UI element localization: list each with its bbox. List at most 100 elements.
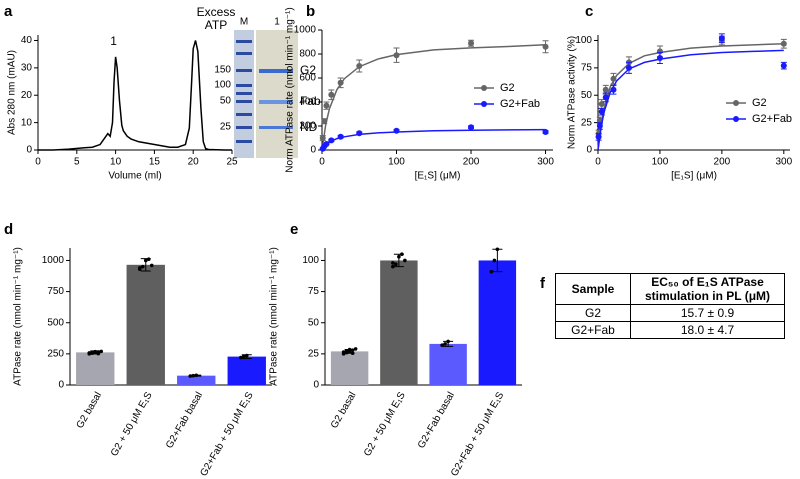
bar bbox=[177, 375, 216, 385]
panel-letter: f bbox=[540, 275, 546, 292]
y-tick-label: 0 bbox=[26, 145, 32, 156]
y-tick-label: 0 bbox=[313, 380, 319, 391]
panel-letter: b bbox=[306, 3, 315, 20]
x-axis-label: [E₁S] (μM) bbox=[415, 171, 461, 182]
data-point bbox=[323, 141, 330, 147]
y-tick-label: 25 bbox=[581, 117, 593, 128]
y-tick-label: 75 bbox=[581, 62, 593, 73]
fit-curve bbox=[321, 128, 546, 151]
replicate-point bbox=[347, 347, 352, 352]
header-row: Sample EC₅₀ of E₁S ATPase stimulation in… bbox=[555, 273, 785, 305]
band bbox=[259, 69, 293, 73]
data-point bbox=[323, 102, 330, 109]
band bbox=[259, 126, 293, 129]
band bbox=[236, 100, 252, 103]
replicate-point bbox=[194, 373, 199, 378]
band bbox=[236, 52, 252, 55]
x-tick-label: G2 + 50 μM E₁S bbox=[109, 390, 155, 458]
replicate-point bbox=[96, 351, 101, 356]
y-tick-label: 0 bbox=[310, 145, 316, 156]
y-tick-label: 30 bbox=[21, 62, 33, 73]
band bbox=[259, 100, 293, 104]
data-point bbox=[780, 62, 787, 69]
data-point bbox=[393, 127, 400, 134]
marker-label: 25 bbox=[220, 122, 232, 133]
bar bbox=[478, 260, 517, 385]
fit-curve bbox=[321, 44, 546, 151]
x-tick-label: 100 bbox=[652, 157, 669, 168]
x-tick-label: 100 bbox=[388, 157, 405, 168]
panel-letter: d bbox=[4, 221, 13, 238]
bar bbox=[429, 343, 467, 385]
y-tick-label: 500 bbox=[47, 317, 64, 328]
lane-label: 1 bbox=[274, 17, 280, 28]
bar bbox=[76, 352, 115, 385]
data-point bbox=[328, 137, 335, 144]
row: G2 15.7 ± 0.9 bbox=[555, 304, 785, 322]
data-point bbox=[596, 122, 603, 129]
cell: G2+Fab bbox=[555, 321, 631, 339]
x-tick-label: 5 bbox=[74, 157, 80, 168]
band-label: ND bbox=[300, 120, 318, 134]
legend-label: G2+Fab bbox=[752, 113, 792, 125]
y-tick-label: 0 bbox=[586, 145, 592, 156]
data-point bbox=[602, 86, 609, 93]
replicate-point bbox=[341, 350, 346, 354]
replicate-point bbox=[391, 261, 395, 265]
replicate-point bbox=[90, 350, 95, 355]
y-tick-label: 100 bbox=[302, 255, 319, 266]
data-point bbox=[337, 79, 344, 86]
x-axis-label: [E₁S] (μM) bbox=[671, 171, 717, 182]
y-tick-label: 100 bbox=[575, 35, 592, 46]
x-tick-label: 200 bbox=[463, 157, 480, 168]
replicate-point bbox=[443, 342, 447, 346]
fit-curve bbox=[597, 49, 784, 151]
data-point bbox=[625, 64, 632, 71]
data-point bbox=[356, 63, 363, 69]
replicate-point bbox=[99, 349, 104, 354]
y-tick-label: 50 bbox=[308, 317, 320, 328]
x-tick-label: 0 bbox=[319, 157, 325, 168]
band bbox=[236, 126, 252, 129]
replicate-point bbox=[353, 347, 358, 351]
x-tick-label: 200 bbox=[714, 157, 731, 168]
replicate-point bbox=[191, 373, 196, 378]
annotation: Excess ATP bbox=[196, 5, 236, 32]
legend-label: G2 bbox=[500, 82, 515, 94]
replicate-point bbox=[350, 351, 355, 356]
x-tick-label: G2+Fab + 50 μM E₁S bbox=[449, 390, 506, 478]
cell: 18.0 ± 4.7 bbox=[630, 321, 785, 339]
legend-marker bbox=[481, 85, 487, 91]
data-point bbox=[393, 52, 400, 59]
x-axis-label: Volume (ml) bbox=[108, 171, 161, 182]
replicate-point bbox=[492, 258, 497, 263]
replicate-point bbox=[344, 348, 349, 353]
y-axis-label: Norm ATPase rate (nmol min⁻¹ mg⁻¹) bbox=[285, 7, 296, 172]
y-tick-label: 1000 bbox=[42, 255, 65, 266]
x-tick-label: 10 bbox=[110, 157, 122, 168]
x-tick-label: G2 + 50 μM E₁S bbox=[362, 390, 408, 458]
data-point bbox=[598, 108, 605, 115]
replicate-point bbox=[241, 354, 246, 359]
replicate-point bbox=[93, 349, 98, 354]
x-tick-label: G2 basal bbox=[75, 390, 105, 430]
replicate-point bbox=[495, 247, 500, 252]
data-point bbox=[780, 40, 787, 47]
cell: 15.7 ± 0.9 bbox=[630, 304, 785, 322]
x-tick-label: 15 bbox=[149, 157, 161, 168]
band bbox=[236, 113, 252, 116]
y-tick-label: 600 bbox=[299, 73, 316, 84]
replicate-point bbox=[397, 254, 401, 259]
x-tick-label: G2+Fab basal bbox=[416, 390, 457, 450]
replicate-point bbox=[137, 266, 142, 270]
x-tick-label: 20 bbox=[188, 157, 200, 168]
band-label: G2 bbox=[300, 63, 316, 77]
replicate-point bbox=[244, 353, 249, 358]
legend-marker bbox=[733, 100, 739, 106]
bar bbox=[126, 264, 165, 385]
gel: M 1 150 100 50 25 G2 Fab ND bbox=[214, 17, 321, 158]
replicate-point bbox=[350, 348, 355, 352]
data-point bbox=[319, 135, 326, 141]
